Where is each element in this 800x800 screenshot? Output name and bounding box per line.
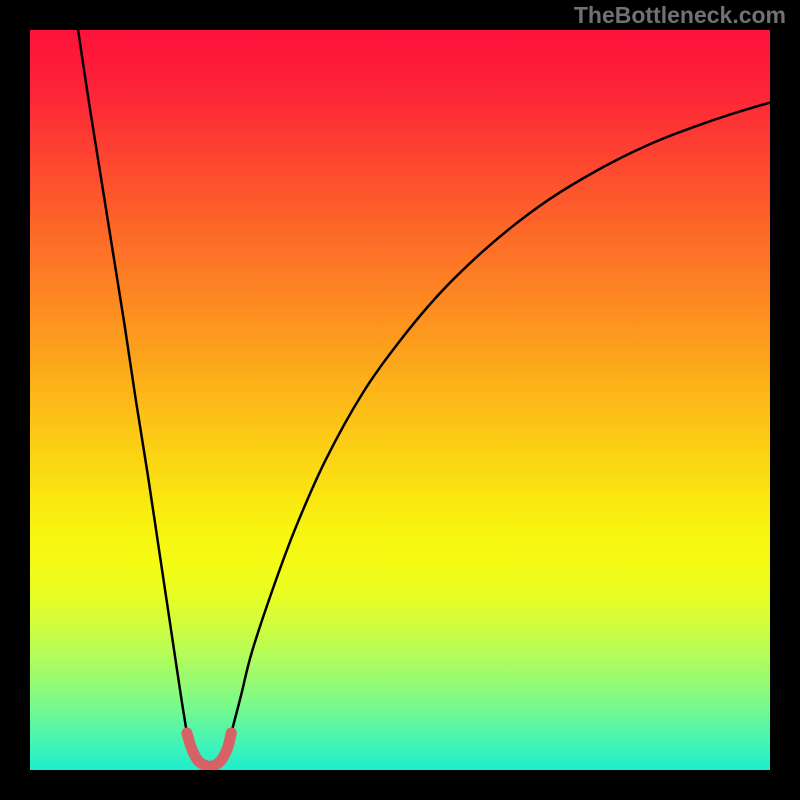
figure-root: TheBottleneck.com — [0, 0, 800, 800]
watermark-text: TheBottleneck.com — [574, 2, 786, 29]
bottleneck-chart — [0, 0, 800, 800]
